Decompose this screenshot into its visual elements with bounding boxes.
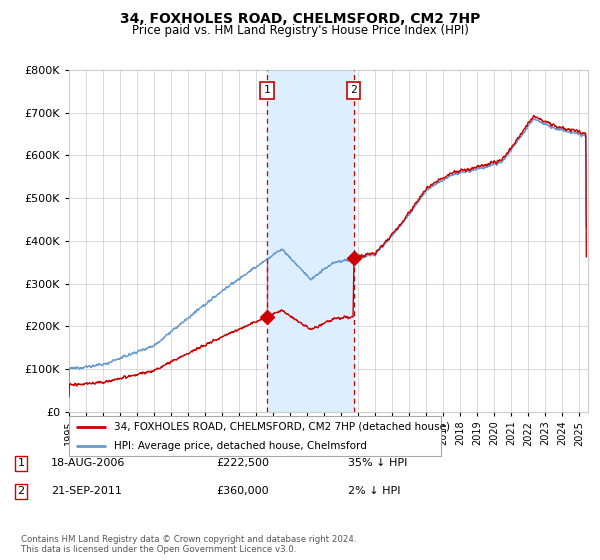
Text: Contains HM Land Registry data © Crown copyright and database right 2024.
This d: Contains HM Land Registry data © Crown c…	[21, 535, 356, 554]
Text: 2% ↓ HPI: 2% ↓ HPI	[348, 486, 401, 496]
Bar	[267, 70, 353, 412]
Text: 2: 2	[350, 85, 357, 95]
Text: 18-AUG-2006: 18-AUG-2006	[51, 458, 125, 468]
Text: 1: 1	[17, 458, 25, 468]
Text: £222,500: £222,500	[216, 458, 269, 468]
Text: 1: 1	[263, 85, 270, 95]
Text: 2: 2	[17, 486, 25, 496]
Text: 34, FOXHOLES ROAD, CHELMSFORD, CM2 7HP (detached house): 34, FOXHOLES ROAD, CHELMSFORD, CM2 7HP (…	[113, 422, 449, 432]
Text: 21-SEP-2011: 21-SEP-2011	[51, 486, 122, 496]
Text: HPI: Average price, detached house, Chelmsford: HPI: Average price, detached house, Chel…	[113, 441, 367, 450]
Text: Price paid vs. HM Land Registry's House Price Index (HPI): Price paid vs. HM Land Registry's House …	[131, 24, 469, 37]
Text: £360,000: £360,000	[216, 486, 269, 496]
Text: 34, FOXHOLES ROAD, CHELMSFORD, CM2 7HP: 34, FOXHOLES ROAD, CHELMSFORD, CM2 7HP	[120, 12, 480, 26]
Text: 35% ↓ HPI: 35% ↓ HPI	[348, 458, 407, 468]
